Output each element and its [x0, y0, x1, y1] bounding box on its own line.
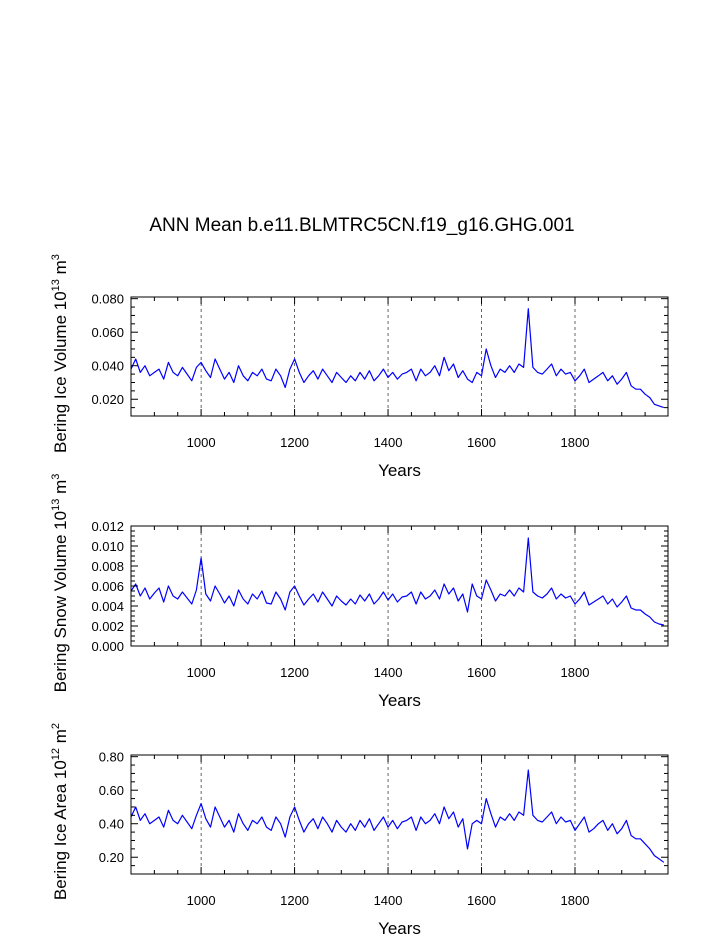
- y-tick-label: 0.000: [91, 639, 124, 654]
- y-axis-title-text: Bering Ice Volume 10: [51, 291, 70, 453]
- y-axis-title-unit-exponent: 3: [50, 474, 62, 480]
- x-tick-label: 1200: [280, 893, 309, 908]
- y-tick-label: 0.008: [91, 559, 124, 574]
- y-axis-title-text: Bering Ice Area 10: [51, 760, 70, 900]
- y-axis-title: Bering Ice Volume 1013 m3: [50, 254, 70, 453]
- plot-frame: [130, 754, 669, 875]
- y-tick-label: 0.20: [99, 850, 124, 865]
- series-line: [130, 537, 664, 626]
- x-tick-label: 1600: [467, 665, 496, 680]
- y-axis-title: Bering Snow Volume 1013 m3: [50, 474, 70, 693]
- x-tick-label: 1800: [561, 665, 590, 680]
- series-line: [130, 769, 665, 863]
- series-line: [130, 308, 665, 409]
- chart-panel-1: 1000 1200 1400 1600 1800 0.020 0.040 0.060 0.080…: [50, 254, 669, 480]
- y-axis-title-text: Bering Snow Volume 10: [51, 511, 70, 692]
- y-axis-title-unit: m: [51, 729, 70, 748]
- x-tick-label: 1200: [280, 665, 309, 680]
- x-tick-label: 1800: [561, 435, 590, 450]
- y-axis-title-unit: m: [51, 480, 70, 499]
- chart-panel-3: 1000 1200 1400 1600 1800 0.20 0.40 0.60 0.80 Year…: [50, 723, 669, 938]
- x-tick-label: 1800: [561, 893, 590, 908]
- chart-title: ANN Mean b.e11.BLMTRC5CN.f19_g16.GHG.001: [149, 215, 574, 236]
- y-tick-label: 0.002: [91, 619, 124, 634]
- plot-frame: [130, 525, 669, 647]
- y-tick-label: 0.010: [91, 539, 124, 554]
- y-axis-title-exponent: 12: [50, 748, 62, 760]
- y-axis-title-exponent: 13: [50, 279, 62, 291]
- x-tick-label: 1400: [374, 435, 403, 450]
- y-tick-label: 0.080: [91, 292, 124, 307]
- y-tick-label: 0.40: [99, 817, 124, 832]
- x-axis-title: Years: [378, 461, 421, 480]
- y-axis-title-unit-exponent: 2: [50, 723, 62, 729]
- x-tick-label: 1600: [467, 435, 496, 450]
- y-axis-title-unit: m: [51, 260, 70, 279]
- x-axis-title: Years: [378, 691, 421, 710]
- y-tick-label: 0.004: [91, 599, 124, 614]
- y-tick-label: 0.006: [91, 579, 124, 594]
- chart-panel-2: 1000 1200 1400 1600 1800 0.000 0.002 0.004 0.006…: [50, 474, 669, 710]
- y-tick-label: 0.60: [99, 783, 124, 798]
- y-tick-label: 0.060: [91, 325, 124, 340]
- x-tick-label: 1400: [374, 893, 403, 908]
- y-tick-label: 0.040: [91, 359, 124, 374]
- x-tick-label: 1200: [280, 435, 309, 450]
- y-axis-title: Bering Ice Area 1012 m2: [50, 723, 70, 900]
- x-tick-label: 1000: [187, 893, 216, 908]
- plot-frame: [130, 296, 669, 417]
- x-axis-title: Years: [378, 919, 421, 935]
- y-tick-label: 0.020: [91, 392, 124, 407]
- y-axis-title-exponent: 13: [50, 499, 62, 511]
- x-tick-label: 1400: [374, 665, 403, 680]
- x-tick-label: 1000: [187, 435, 216, 450]
- x-tick-label: 1600: [467, 893, 496, 908]
- y-tick-label: 0.012: [91, 519, 124, 534]
- x-tick-label: 1000: [187, 665, 216, 680]
- y-tick-label: 0.80: [99, 750, 124, 765]
- y-axis-title-unit-exponent: 3: [50, 254, 62, 260]
